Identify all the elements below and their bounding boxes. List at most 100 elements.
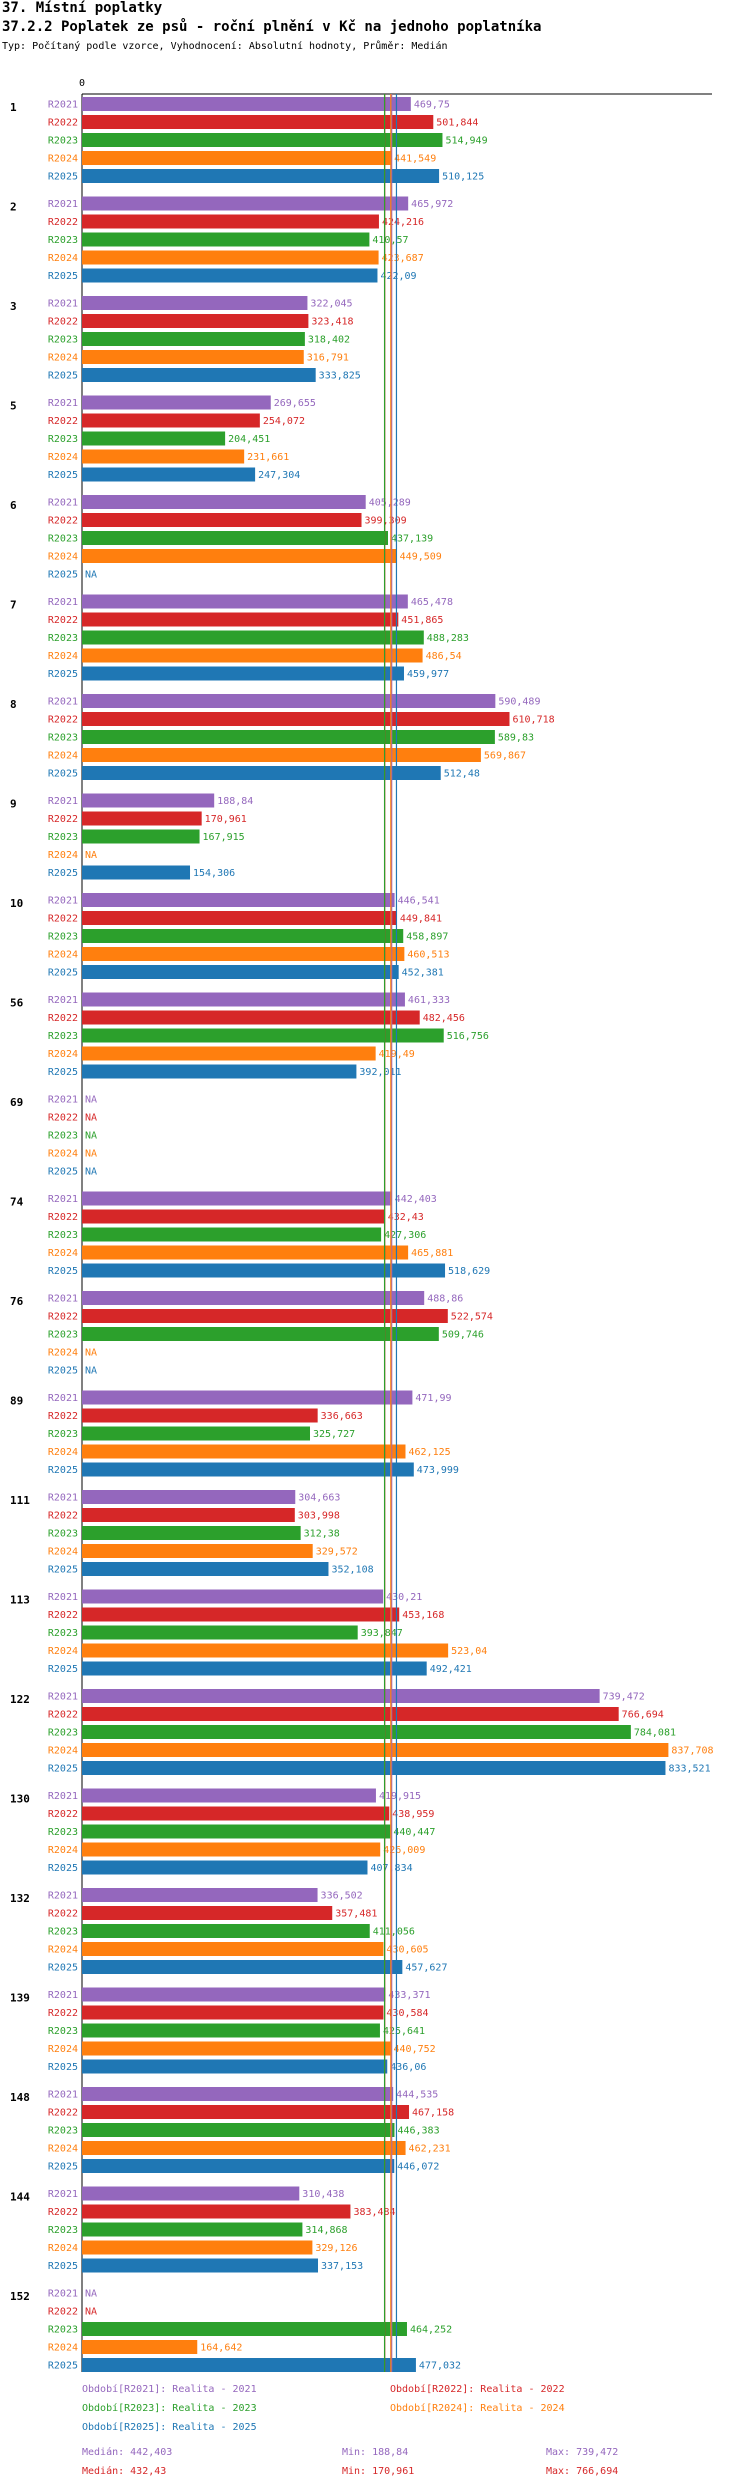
group-label: 74 — [10, 1196, 24, 1209]
data-label: 423,687 — [382, 253, 424, 264]
data-label: 509,746 — [442, 1330, 484, 1341]
series-row-label: R2022 — [48, 2207, 78, 2218]
bar — [82, 1824, 391, 1839]
data-label: 437,139 — [391, 534, 433, 545]
series-row-label: R2025 — [48, 172, 78, 183]
data-label: 446,072 — [397, 2162, 439, 2173]
series-row-label: R2022 — [48, 1610, 78, 1621]
series-row-label: R2025 — [48, 1067, 78, 1078]
data-label: 837,708 — [671, 1746, 713, 1757]
series-row-label: R2024 — [48, 552, 78, 563]
group-label: 1 — [10, 101, 17, 114]
data-label: 449,841 — [400, 914, 442, 925]
bar — [82, 196, 409, 211]
series-row-label: R2023 — [48, 1031, 78, 1042]
series-row-label: R2023 — [48, 434, 78, 445]
data-label: 419,915 — [379, 1791, 421, 1802]
data-label-na: NA — [85, 1095, 97, 1106]
data-label: 488,86 — [427, 1294, 463, 1305]
series-row-label: R2021 — [48, 796, 78, 807]
series-row-label: R2023 — [48, 633, 78, 644]
series-row-label: R2022 — [48, 1909, 78, 1920]
data-label: 467,158 — [412, 2108, 454, 2119]
series-row-label: R2022 — [48, 1710, 78, 1721]
bar — [82, 666, 404, 681]
data-label: 514,949 — [445, 136, 487, 147]
data-label: 569,867 — [484, 751, 526, 762]
series-row-label: R2022 — [48, 615, 78, 626]
bar — [82, 232, 370, 247]
series-row-label: R2021 — [48, 498, 78, 509]
series-row-label: R2025 — [48, 1266, 78, 1277]
bar — [82, 1689, 600, 1703]
stat-max: Max: 739,472 — [546, 2447, 618, 2458]
series-row-label: R2022 — [48, 516, 78, 527]
series-row-label: R2021 — [48, 1692, 78, 1703]
data-label: 444,535 — [396, 2090, 438, 2101]
series-row-label: R2023 — [48, 1827, 78, 1838]
series-row-label: R2022 — [48, 2307, 78, 2318]
series-row-label: R2022 — [48, 1511, 78, 1522]
data-label: 318,402 — [308, 335, 350, 346]
bar — [82, 694, 496, 708]
group-label: 3 — [10, 300, 17, 313]
series-row-label: R2024 — [48, 253, 78, 264]
legend-item: Období[R2022]: Realita - 2022 — [390, 2383, 565, 2395]
series-row-label: R2024 — [48, 154, 78, 165]
bar — [82, 2340, 198, 2354]
data-label: 512,48 — [444, 769, 480, 780]
data-label: 430,584 — [386, 2008, 428, 2019]
series-row-label: R2024 — [48, 1547, 78, 1558]
bar — [82, 97, 411, 111]
data-label: 333,825 — [319, 371, 361, 382]
bar — [82, 2358, 416, 2372]
series-row-label: R2023 — [48, 136, 78, 147]
data-label-na: NA — [85, 1348, 97, 1359]
series-row-label: R2021 — [48, 1791, 78, 1802]
bar — [82, 1942, 384, 1956]
data-label: 154,306 — [193, 868, 235, 879]
group-label: 132 — [10, 1892, 30, 1905]
data-label: 392,011 — [359, 1067, 401, 1078]
bar — [82, 151, 392, 165]
series-row-label: R2025 — [48, 769, 78, 780]
series-row-label: R2024 — [48, 850, 78, 861]
series-row-label: R2024 — [48, 1646, 78, 1657]
data-label: 322,045 — [310, 299, 352, 310]
bar — [82, 1191, 392, 1206]
bar — [82, 2258, 319, 2273]
series-row-label: R2022 — [48, 1411, 78, 1422]
series-row-label: R2022 — [48, 1312, 78, 1323]
data-label: 471,99 — [415, 1393, 451, 1404]
bar — [82, 1725, 631, 1739]
series-row-label: R2021 — [48, 1990, 78, 2001]
bar — [82, 1227, 382, 1242]
bar — [82, 811, 202, 826]
group-label: 56 — [10, 997, 24, 1010]
series-row-label: R2023 — [48, 1927, 78, 1938]
data-label: 325,727 — [313, 1429, 355, 1440]
data-label: 399,309 — [365, 516, 407, 527]
bar — [82, 1607, 400, 1622]
stat-median: Medián: 432,43 — [82, 2465, 166, 2477]
bar — [82, 1526, 301, 1540]
series-row-label: R2025 — [48, 570, 78, 581]
bar — [82, 1046, 376, 1061]
bar — [82, 314, 309, 328]
series-row-label: R2022 — [48, 1212, 78, 1223]
bar — [82, 1064, 357, 1079]
data-label: 357,481 — [335, 1909, 377, 1920]
bar — [82, 1842, 381, 1857]
series-row-label: R2024 — [48, 1447, 78, 1458]
bar — [82, 748, 481, 762]
series-row-label: R2021 — [48, 2289, 78, 2300]
group-label: 7 — [10, 599, 17, 612]
series-row-label: R2021 — [48, 1393, 78, 1404]
data-label: 303,998 — [298, 1511, 340, 1522]
data-label: 461,333 — [408, 995, 450, 1006]
bar — [82, 911, 397, 925]
series-row-label: R2021 — [48, 697, 78, 708]
data-label-na: NA — [85, 1131, 97, 1142]
bar — [82, 766, 441, 780]
series-row-label: R2022 — [48, 1113, 78, 1124]
